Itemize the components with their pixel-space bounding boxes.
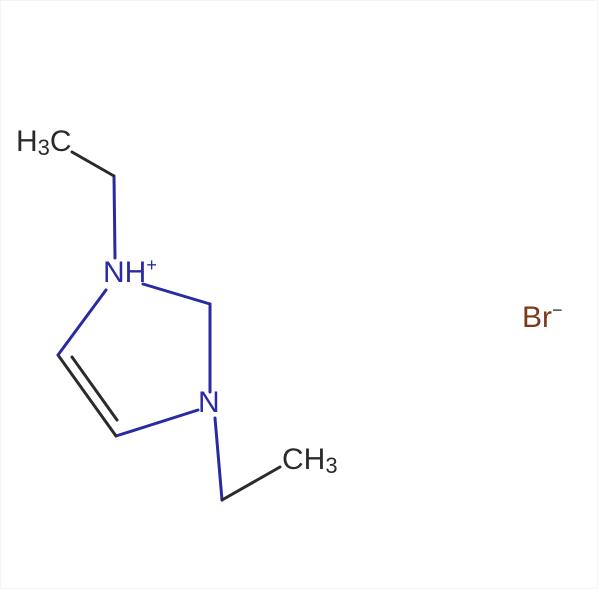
bond-N1-CEt1a-half [114, 176, 115, 258]
group-label-H3C-top: H3C [16, 125, 72, 161]
atom-N3-text: N [198, 386, 220, 419]
anion-label-Br: Br− [522, 300, 563, 335]
atom-label-N1: NH+ [103, 255, 157, 290]
CH3-bot-sub: 3 [325, 453, 337, 478]
atom-N1-charge: + [146, 255, 157, 275]
CH3-bot-CH: CH [282, 443, 325, 476]
canvas-border [1, 1, 598, 589]
H3C-top-C: C [50, 125, 72, 158]
atom-label-N3: N [198, 386, 220, 420]
H3C-top-H: H [16, 125, 38, 158]
atom-N1-text: NH [103, 256, 146, 289]
H3C-top-sub: 3 [38, 135, 50, 160]
structure-svg [0, 0, 598, 589]
chemical-structure-canvas: NH+ N H3C CH3 Br− [0, 0, 598, 589]
Br-text: Br [522, 301, 552, 334]
Br-charge: − [552, 300, 563, 320]
group-label-CH3-bottom: CH3 [282, 443, 338, 479]
